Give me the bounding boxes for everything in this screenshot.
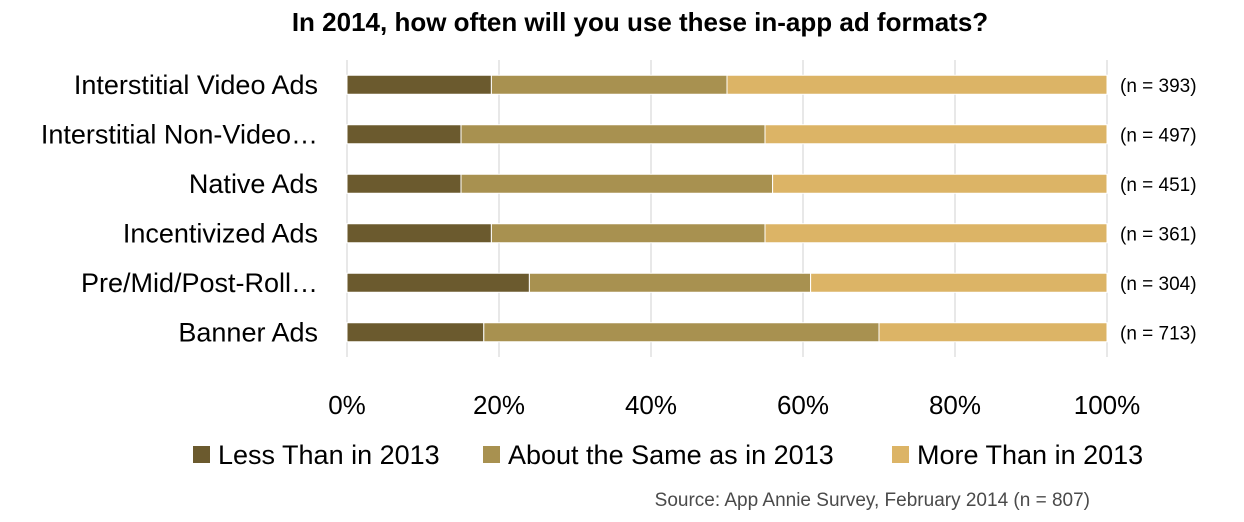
x-tick-label: 0% — [328, 390, 366, 420]
bar-segment — [346, 124, 462, 145]
sample-size-label: (n = 393) — [1120, 76, 1197, 97]
category-label: Interstitial Non-Video… — [41, 119, 318, 149]
bar-segment — [460, 173, 774, 194]
bar-segment — [346, 223, 492, 244]
x-axis-ticks: 0% 20% 40% 60% 80% 100% — [328, 390, 1140, 420]
bar-segment — [346, 272, 530, 293]
gridlines — [346, 60, 1108, 357]
sample-size-label: (n = 497) — [1120, 125, 1197, 146]
category-label: Incentivized Ads — [123, 218, 318, 248]
legend-swatch — [193, 446, 210, 463]
sample-size-label: (n = 713) — [1120, 323, 1197, 344]
bar-segment — [490, 74, 728, 95]
bar-segment — [810, 272, 1108, 293]
source-note: Source: App Annie Survey, February 2014 … — [655, 490, 1090, 511]
sample-size-label: (n = 304) — [1120, 274, 1197, 295]
legend-label: More Than in 2013 — [917, 440, 1143, 470]
bar-segment — [483, 322, 880, 343]
bar-segment — [772, 173, 1108, 194]
legend-label: About the Same as in 2013 — [508, 440, 834, 470]
bars — [346, 74, 1108, 343]
category-label: Interstitial Video Ads — [74, 70, 318, 100]
x-tick-label: 100% — [1074, 390, 1141, 420]
bar-segment — [764, 124, 1108, 145]
sample-size-label: (n = 451) — [1120, 175, 1197, 196]
category-label: Native Ads — [189, 169, 318, 199]
x-tick-label: 80% — [929, 390, 981, 420]
bar-segment — [346, 173, 462, 194]
x-tick-label: 60% — [777, 390, 829, 420]
bar-segment — [346, 322, 485, 343]
category-labels: Interstitial Video Ads Interstitial Non-V… — [41, 70, 318, 348]
legend-swatch — [483, 446, 500, 463]
x-tick-label: 20% — [473, 390, 525, 420]
legend-swatch — [892, 446, 909, 463]
bar-segment — [490, 223, 766, 244]
sample-size-labels: (n = 393) (n = 497) (n = 451) (n = 361) (n =… — [1120, 76, 1197, 345]
legend: Less Than in 2013 About the Same as in 20… — [193, 440, 1143, 470]
bar-segment — [878, 322, 1108, 343]
legend-label: Less Than in 2013 — [218, 440, 440, 470]
category-label: Banner Ads — [178, 317, 318, 347]
bar-segment — [346, 74, 492, 95]
sample-size-label: (n = 361) — [1120, 224, 1197, 245]
category-label: Pre/Mid/Post-Roll… — [81, 268, 318, 298]
chart-title: In 2014, how often will you use these in… — [292, 7, 988, 37]
bar-segment — [460, 124, 766, 145]
bar-segment — [726, 74, 1108, 95]
bar-segment — [528, 272, 812, 293]
x-tick-label: 40% — [625, 390, 677, 420]
bar-segment — [764, 223, 1108, 244]
